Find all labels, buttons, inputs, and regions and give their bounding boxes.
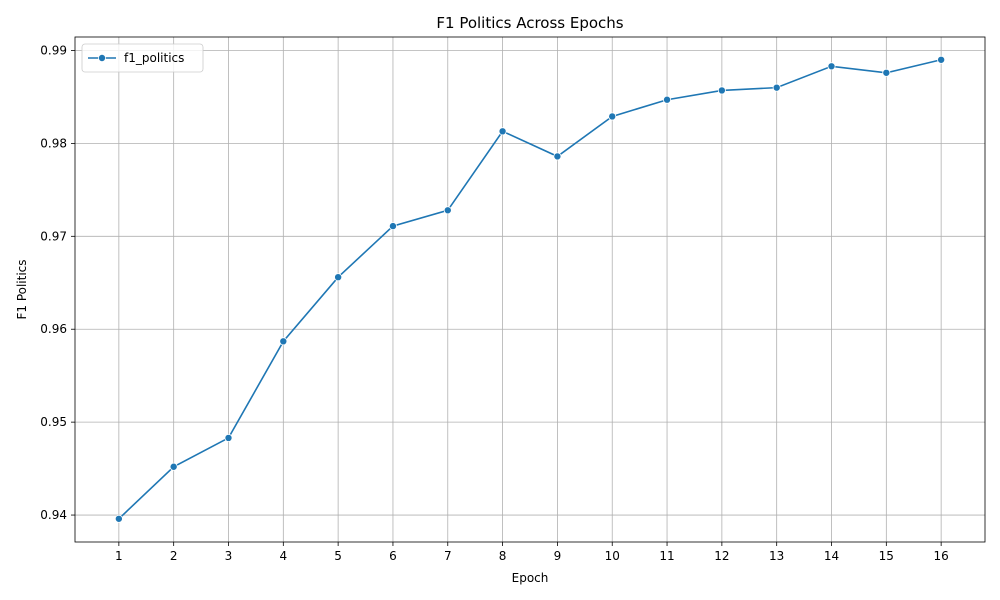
- data-point: [169, 462, 178, 471]
- x-tick-label: 9: [554, 549, 562, 563]
- legend-label: f1_politics: [124, 51, 184, 65]
- legend-marker: [98, 54, 107, 63]
- legend-box: [81, 43, 204, 73]
- data-point: [717, 86, 726, 95]
- y-tick-label: 0.97: [40, 229, 67, 243]
- x-tick-label: 7: [444, 549, 452, 563]
- x-axis-title: Epoch: [512, 571, 549, 585]
- y-axis: 0.94 0.95 0.96 0.97 0.98 0.99: [40, 43, 75, 522]
- y-tick-label: 0.94: [40, 508, 67, 522]
- data-point: [334, 273, 343, 282]
- legend: f1_politics: [81, 43, 204, 73]
- grid-lines: [75, 37, 985, 542]
- data-point: [279, 337, 288, 346]
- x-tick-label: 16: [934, 549, 949, 563]
- series-layer: [114, 55, 946, 523]
- y-axis-title: F1 Politics: [15, 259, 29, 319]
- x-tick-label: 10: [605, 549, 620, 563]
- data-point: [937, 55, 946, 64]
- y-tick-label: 0.95: [40, 415, 67, 429]
- x-tick-label: 4: [279, 549, 287, 563]
- x-axis: 1 2 3 4 5 6 7 8 9 10 11 12 13 14 15 16: [115, 542, 949, 563]
- chart-title: F1 Politics Across Epochs: [436, 14, 623, 32]
- data-point: [882, 68, 891, 77]
- x-tick-label: 1: [115, 549, 123, 563]
- data-point: [224, 433, 233, 442]
- y-tick-label: 0.98: [40, 136, 67, 150]
- data-point: [388, 222, 397, 231]
- data-point: [608, 112, 617, 121]
- data-point: [114, 514, 123, 523]
- plot-area-frame: [74, 36, 986, 543]
- x-tick-label: 8: [499, 549, 507, 563]
- x-tick-label: 14: [824, 549, 839, 563]
- data-point: [772, 83, 781, 92]
- x-tick-label: 5: [334, 549, 342, 563]
- data-point: [443, 206, 452, 215]
- x-tick-label: 12: [714, 549, 729, 563]
- y-tick-label: 0.99: [40, 43, 67, 57]
- data-point: [663, 95, 672, 104]
- x-tick-label: 13: [769, 549, 784, 563]
- series-line: [118, 58, 942, 520]
- x-tick-label: 3: [225, 549, 233, 563]
- x-tick-label: 2: [170, 549, 178, 563]
- x-tick-label: 15: [879, 549, 894, 563]
- y-tick-label: 0.96: [40, 322, 67, 336]
- data-point: [498, 127, 507, 136]
- data-point: [827, 62, 836, 71]
- x-tick-label: 6: [389, 549, 397, 563]
- x-tick-label: 11: [659, 549, 674, 563]
- data-point: [553, 152, 562, 161]
